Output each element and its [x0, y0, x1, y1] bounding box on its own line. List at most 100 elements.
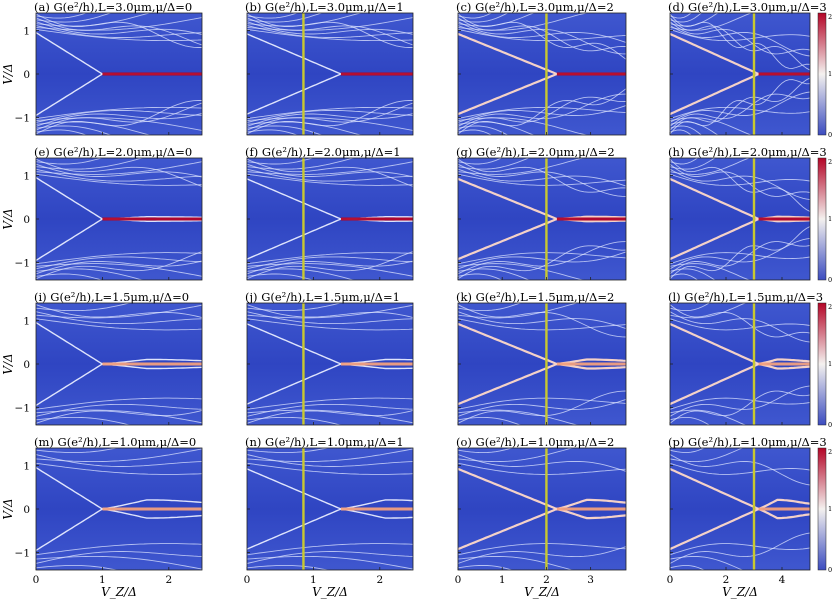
spectrum-lines — [670, 448, 810, 570]
colorbar-tick-label: 1 — [828, 360, 832, 368]
spectrum-lines — [247, 158, 413, 280]
spectrum-lines — [36, 448, 202, 570]
colorbar-tick-label: 1 — [828, 505, 832, 513]
x-axis-label: V_Z/Δ — [312, 585, 348, 599]
x-axis-label: V_Z/Δ — [722, 585, 758, 599]
zero-bias-peak — [556, 72, 626, 76]
panel-7: (h) G(e²/h),L=2.0μm,μ/Δ=3 0 1 2 — [668, 145, 832, 284]
panel-title: (p) G(e²/h),L=1.0μm,μ/Δ=3 — [668, 435, 827, 449]
panel-title: (h) G(e²/h),L=2.0μm,μ/Δ=3 — [668, 145, 827, 159]
zero-bias-peak — [758, 507, 810, 511]
zero-bias-peak — [556, 507, 626, 511]
panel-13: (n) G(e²/h),L=1.0μm,μ/Δ=1 0 1 2 V_Z/Δ — [244, 435, 414, 599]
colorbar-tick-label: 0 — [828, 131, 832, 139]
panel-12: (m) G(e²/h),L=1.0μm,μ/Δ=0 −1 0 1 V/Δ 0 1 2 V_Z/Δ — [1, 435, 203, 599]
panel-title: (e) G(e²/h),L=2.0μm,μ/Δ=0 — [34, 145, 192, 159]
colorbar — [817, 157, 827, 281]
panel-5: (f) G(e²/h),L=2.0μm,μ/Δ=1 — [245, 145, 414, 281]
panel-15: (p) G(e²/h),L=1.0μm,μ/Δ=3 0 2 4 V_Z/Δ 0 1 2 — [667, 435, 832, 599]
y-tick-label: 0 — [23, 504, 30, 516]
y-axis-label: V/Δ — [1, 353, 15, 374]
y-tick-label: 0 — [23, 69, 30, 81]
x-tick-label: 2 — [543, 574, 550, 586]
x-tick-label: 2 — [376, 574, 383, 586]
spectrum-lines — [247, 303, 413, 425]
zero-bias-peak — [340, 217, 413, 221]
panel-11: (l) G(e²/h),L=1.5μm,μ/Δ=3 0 1 2 — [668, 290, 832, 429]
panel-0: (a) G(e²/h),L=3.0μm,μ/Δ=0 −1 0 1 V/Δ — [1, 0, 203, 136]
panel-title: (c) G(e²/h),L=3.0μm,μ/Δ=2 — [456, 0, 614, 14]
zero-bias-peak — [102, 362, 202, 366]
zero-bias-peak — [102, 72, 202, 76]
spectrum-lines — [670, 158, 810, 280]
colorbar — [817, 302, 827, 426]
colorbar-tick-label: 1 — [828, 215, 832, 223]
y-tick-label: 1 — [23, 25, 30, 37]
panel-4: (e) G(e²/h),L=2.0μm,μ/Δ=0 −1 0 1 V/Δ — [1, 145, 203, 281]
spectrum-lines — [36, 303, 202, 425]
zero-bias-peak — [102, 507, 202, 511]
panel-title: (k) G(e²/h),L=1.5μm,μ/Δ=2 — [456, 290, 614, 304]
spectrum-lines — [247, 13, 413, 135]
colorbar-tick-label: 0 — [828, 566, 832, 574]
panel-title: (a) G(e²/h),L=3.0μm,μ/Δ=0 — [34, 0, 192, 14]
y-tick-label: 0 — [23, 359, 30, 371]
x-tick-label: 3 — [587, 574, 594, 586]
spectrum-lines — [458, 13, 626, 135]
panel-title: (l) G(e²/h),L=1.5μm,μ/Δ=3 — [668, 290, 823, 304]
colorbar-tick-label: 0 — [828, 276, 832, 284]
colorbar-tick-label: 0 — [828, 421, 832, 429]
x-tick-label: 1 — [499, 574, 506, 586]
x-tick-label: 4 — [779, 574, 786, 586]
panel-title: (n) G(e²/h),L=1.0μm,μ/Δ=1 — [245, 435, 404, 449]
colorbar — [817, 447, 827, 571]
spectrum-lines — [36, 13, 202, 135]
panel-10: (k) G(e²/h),L=1.5μm,μ/Δ=2 — [456, 290, 627, 426]
spectrum-lines — [670, 303, 810, 425]
spectrum-lines — [458, 303, 626, 425]
y-axis-label: V/Δ — [1, 498, 15, 519]
panel-title: (i) G(e²/h),L=1.5μm,μ/Δ=0 — [34, 290, 189, 304]
spectrum-lines — [458, 448, 626, 570]
colorbar — [817, 12, 827, 136]
zero-bias-peak — [758, 72, 810, 76]
panel-8: (i) G(e²/h),L=1.5μm,μ/Δ=0 −1 0 1 V/Δ — [1, 290, 203, 426]
y-axis-label: V/Δ — [1, 63, 15, 84]
y-tick-label: 1 — [23, 315, 30, 327]
y-tick-label: −1 — [15, 548, 30, 560]
x-tick-label: 0 — [244, 574, 251, 586]
colorbar-tick-label: 2 — [828, 448, 832, 456]
colorbar-tick-label: 2 — [828, 158, 832, 166]
x-tick-label: 0 — [455, 574, 462, 586]
zero-bias-peak — [340, 507, 413, 511]
panel-3: (d) G(e²/h),L=3.0μm,μ/Δ=3 0 1 2 — [668, 0, 832, 139]
spectrum-lines — [670, 13, 810, 135]
zero-bias-peak — [556, 362, 626, 366]
y-axis-label: V/Δ — [1, 208, 15, 229]
x-axis-label: V_Z/Δ — [524, 585, 560, 599]
y-tick-label: −1 — [15, 113, 30, 125]
panel-title: (b) G(e²/h),L=3.0μm,μ/Δ=1 — [245, 0, 404, 14]
panel-14: (o) G(e²/h),L=1.0μm,μ/Δ=2 0 1 2 3 V_Z/Δ — [455, 435, 627, 599]
panel-1: (b) G(e²/h),L=3.0μm,μ/Δ=1 — [245, 0, 414, 136]
x-tick-label: 2 — [723, 574, 730, 586]
zero-bias-peak — [758, 362, 810, 366]
y-tick-label: 1 — [23, 170, 30, 182]
x-tick-label: 1 — [310, 574, 317, 586]
panel-title: (g) G(e²/h),L=2.0μm,μ/Δ=2 — [456, 145, 615, 159]
colorbar-tick-label: 1 — [828, 70, 832, 78]
y-tick-label: 1 — [23, 460, 30, 472]
zero-bias-peak — [758, 217, 810, 221]
spectrum-lines — [247, 448, 413, 570]
panel-9: (j) G(e²/h),L=1.5μm,μ/Δ=1 — [245, 290, 414, 426]
x-tick-label: 2 — [165, 574, 172, 586]
x-tick-label: 0 — [667, 574, 674, 586]
y-tick-label: −1 — [15, 258, 30, 270]
spectrum-lines — [36, 158, 202, 280]
spectrum-lines — [458, 158, 626, 280]
zero-bias-peak — [340, 72, 413, 76]
x-tick-label: 0 — [33, 574, 40, 586]
panel-title: (d) G(e²/h),L=3.0μm,μ/Δ=3 — [668, 0, 827, 14]
y-tick-label: 0 — [23, 214, 30, 226]
